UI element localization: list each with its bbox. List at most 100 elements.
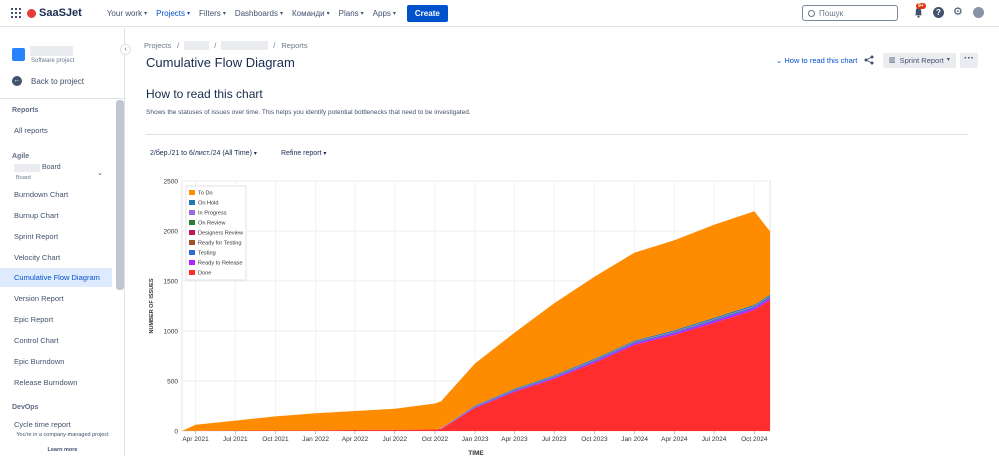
nav-filters-label: Filters: [199, 8, 221, 18]
legend-label: Designers Review: [198, 231, 244, 237]
sidebar-scrollbar[interactable]: [116, 100, 124, 290]
saasjet-logo[interactable]: SaaSJet: [27, 7, 82, 19]
sidebar-item-burnup-chart[interactable]: Burnup Chart: [14, 211, 59, 220]
legend-label: In Progress: [198, 211, 227, 217]
sidebar-item-velocity-chart[interactable]: Velocity Chart: [14, 253, 61, 262]
project-type-footer: You're in a company-managed project: [16, 432, 109, 438]
sidebar-item-sprint-report[interactable]: Sprint Report: [14, 232, 59, 241]
how-to-read-link[interactable]: ⌄ How to read this chart: [776, 56, 857, 65]
date-range-label: 2/бер./21 to 6/лист./24 (All Time): [150, 150, 252, 157]
y-axis-label: NUMBER OF ISSUES: [149, 278, 155, 333]
sprint-report-label: Sprint Report: [899, 56, 944, 65]
legend-swatch: [189, 220, 195, 225]
sidebar-item-cycle-time-report[interactable]: Cycle time report: [14, 420, 71, 429]
project-rocket-icon: [12, 48, 25, 61]
y-tick-label: 1500: [164, 279, 179, 286]
section-divider: [146, 134, 968, 135]
chevron-down-icon: ▾: [253, 151, 257, 157]
x-tick-label: Jan 2022: [302, 436, 329, 443]
sidebar-item-epic-burndown[interactable]: Epic Burndown: [14, 357, 65, 366]
sidebar-item-all-reports[interactable]: All reports: [14, 126, 48, 135]
breadcrumb-project-redacted[interactable]: [184, 41, 210, 50]
nav-apps[interactable]: Apps ▾: [373, 9, 396, 18]
x-tick-label: Jul 2022: [382, 436, 407, 443]
legend-swatch: [189, 230, 195, 235]
section-title-devops: DevOps: [12, 404, 39, 411]
learn-more-link[interactable]: Learn more: [47, 447, 78, 453]
search-input[interactable]: Пошук: [802, 5, 898, 21]
how-to-read-title: How to read this chart: [146, 87, 263, 101]
app-switcher-icon[interactable]: [11, 8, 21, 18]
logo-text: SaaSJet: [39, 7, 82, 19]
how-to-read-description: Shows the statuses of issues over time. …: [146, 109, 471, 116]
nav-projects[interactable]: Projects ▾: [156, 9, 190, 18]
chevron-down-icon[interactable]: ⌄: [97, 170, 103, 177]
sidebar-item-control-chart[interactable]: Control Chart: [14, 336, 59, 345]
more-actions-button[interactable]: ···: [960, 53, 978, 68]
y-tick-label: 500: [167, 379, 178, 386]
chart-axes: 0 500 1000 1500 2000 2500 Apr 2021 Jul 2021 Oct …: [149, 179, 768, 456]
x-tick-label: Oct 2021: [262, 436, 289, 443]
section-title-reports: Reports: [12, 107, 39, 114]
arrow-left-icon: ←: [12, 76, 22, 86]
x-tick-label: Apr 2023: [501, 436, 528, 443]
nav-filters[interactable]: Filters ▾: [199, 9, 226, 18]
nav-dashboards[interactable]: Dashboards ▾: [235, 9, 283, 18]
project-type: Software project: [31, 58, 75, 64]
chevron-down-icon: ▾: [360, 10, 364, 17]
main-content: Projects / / / Reports Cumulative Flow D…: [126, 28, 999, 456]
collapse-sidebar-button[interactable]: ‹: [120, 44, 131, 55]
date-range-dropdown[interactable]: 2/бер./21 to 6/лист./24 (All Time) ▾: [150, 150, 257, 157]
sprint-report-dropdown[interactable]: ▥ Sprint Report ▾: [883, 53, 956, 68]
sidebar-item-release-burndown[interactable]: Release Burndown: [14, 378, 78, 387]
nav-your-work[interactable]: Your work ▾: [107, 9, 147, 18]
x-tick-label: Jan 2024: [621, 436, 648, 443]
x-tick-label: Oct 2023: [581, 436, 608, 443]
help-icon[interactable]: ?: [933, 7, 944, 18]
sidebar-item-cumulative-flow-diagram[interactable]: Cumulative Flow Diagram: [0, 268, 112, 287]
breadcrumb-reports[interactable]: Reports: [281, 41, 308, 50]
nav-projects-label: Projects: [156, 8, 186, 18]
breadcrumb-key-redacted[interactable]: [221, 41, 269, 50]
sidebar-item-epic-report[interactable]: Epic Report: [14, 315, 54, 324]
legend-swatch: [189, 210, 195, 215]
nav-plans[interactable]: Plans ▾: [339, 9, 364, 18]
legend-label: On Hold: [198, 201, 219, 207]
sidebar: Software project ← Back to project Repor…: [0, 28, 125, 456]
nav-teams-label: Команди: [291, 8, 325, 18]
share-icon[interactable]: [864, 55, 874, 65]
legend-swatch: [189, 250, 195, 255]
back-to-project-link[interactable]: ← Back to project: [12, 76, 84, 86]
y-tick-label: 2000: [164, 229, 179, 236]
create-button[interactable]: Create: [406, 4, 448, 22]
refine-report-dropdown[interactable]: Refine report ▾: [281, 150, 326, 157]
chevron-down-icon: ▾: [326, 10, 330, 17]
chart-legend: To Do On Hold In Progress On Review Designer…: [185, 185, 247, 281]
notifications-bell-icon[interactable]: [913, 7, 924, 18]
sidebar-item-version-report[interactable]: Version Report: [14, 294, 64, 303]
breadcrumb: Projects / / / Reports: [144, 41, 308, 50]
chevron-down-icon: ▾: [187, 10, 191, 17]
legend-label: Testing: [198, 251, 216, 257]
nav-teams[interactable]: Команди ▾: [292, 9, 330, 18]
project-header: Software project: [12, 46, 112, 66]
refine-report-label: Refine report: [281, 150, 322, 157]
x-tick-label: Jul 2024: [702, 436, 727, 443]
sidebar-item-burndown-chart[interactable]: Burndown Chart: [14, 190, 69, 199]
user-avatar[interactable]: [973, 7, 984, 18]
breadcrumb-separator: /: [177, 41, 180, 50]
page-title: Cumulative Flow Diagram: [146, 55, 295, 70]
legend-swatch: [189, 200, 195, 205]
y-tick-label: 0: [174, 429, 178, 436]
x-tick-label: Oct 2024: [741, 436, 768, 443]
x-axis-label: TIME: [468, 450, 484, 456]
settings-gear-icon[interactable]: ⚙: [953, 6, 963, 18]
board-subtitle: Board: [16, 175, 31, 181]
top-navigation-bar: SaaSJet Your work ▾ Projects ▾ Filters ▾ Da…: [0, 0, 999, 27]
x-tick-label: Jan 2023: [462, 436, 489, 443]
back-to-project-label: Back to project: [31, 76, 84, 86]
breadcrumb-projects[interactable]: Projects: [144, 41, 172, 50]
notification-count-badge: 9+: [916, 3, 926, 9]
area-to-do: [182, 211, 770, 431]
board-name[interactable]: Board: [42, 164, 61, 171]
